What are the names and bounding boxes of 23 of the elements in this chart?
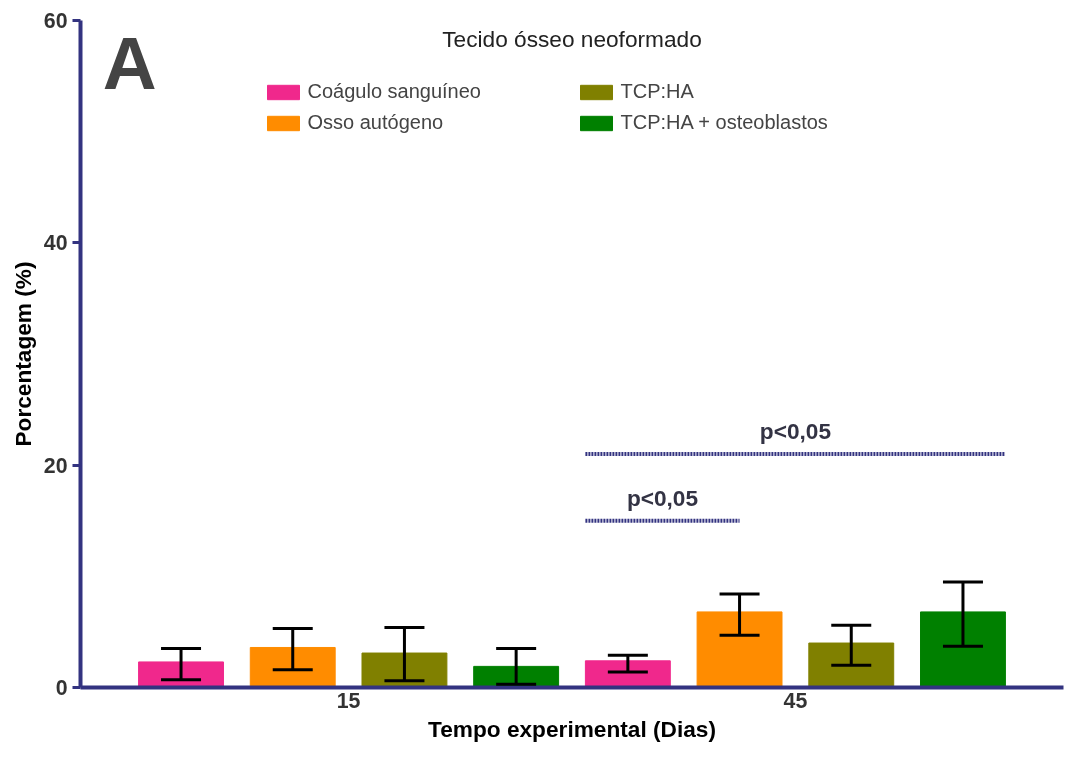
y-axis-title: Porcentagem (%): [9, 261, 36, 447]
bar: [696, 611, 783, 688]
bar: [361, 652, 448, 688]
bar: [584, 660, 671, 688]
y-tick-label: 60: [43, 9, 68, 33]
bar: [249, 646, 336, 688]
x-axis-title: Tempo experimental (Dias): [428, 715, 716, 742]
chart-title: Tecido ósseo neoformado: [442, 25, 702, 52]
bar: [920, 611, 1006, 688]
legend-label: TCP:HA + osteoblastos: [620, 111, 829, 134]
legend-label: TCP:HA: [620, 80, 695, 103]
legend-label: Coágulo sanguíneo: [307, 80, 482, 103]
annotation: A: [102, 20, 157, 105]
x-tick-label: 15: [336, 688, 361, 713]
bar: [808, 642, 895, 688]
y-tick-label: 40: [43, 231, 68, 256]
annotation: p<0,05: [759, 418, 831, 445]
annotation: p<0,05: [626, 484, 699, 511]
x-tick-label: 45: [783, 688, 808, 713]
legend-label: Osso autógeno: [307, 111, 445, 134]
bar: [138, 661, 224, 688]
y-tick-label: 0: [55, 676, 68, 700]
y-tick-label: 20: [43, 453, 68, 478]
